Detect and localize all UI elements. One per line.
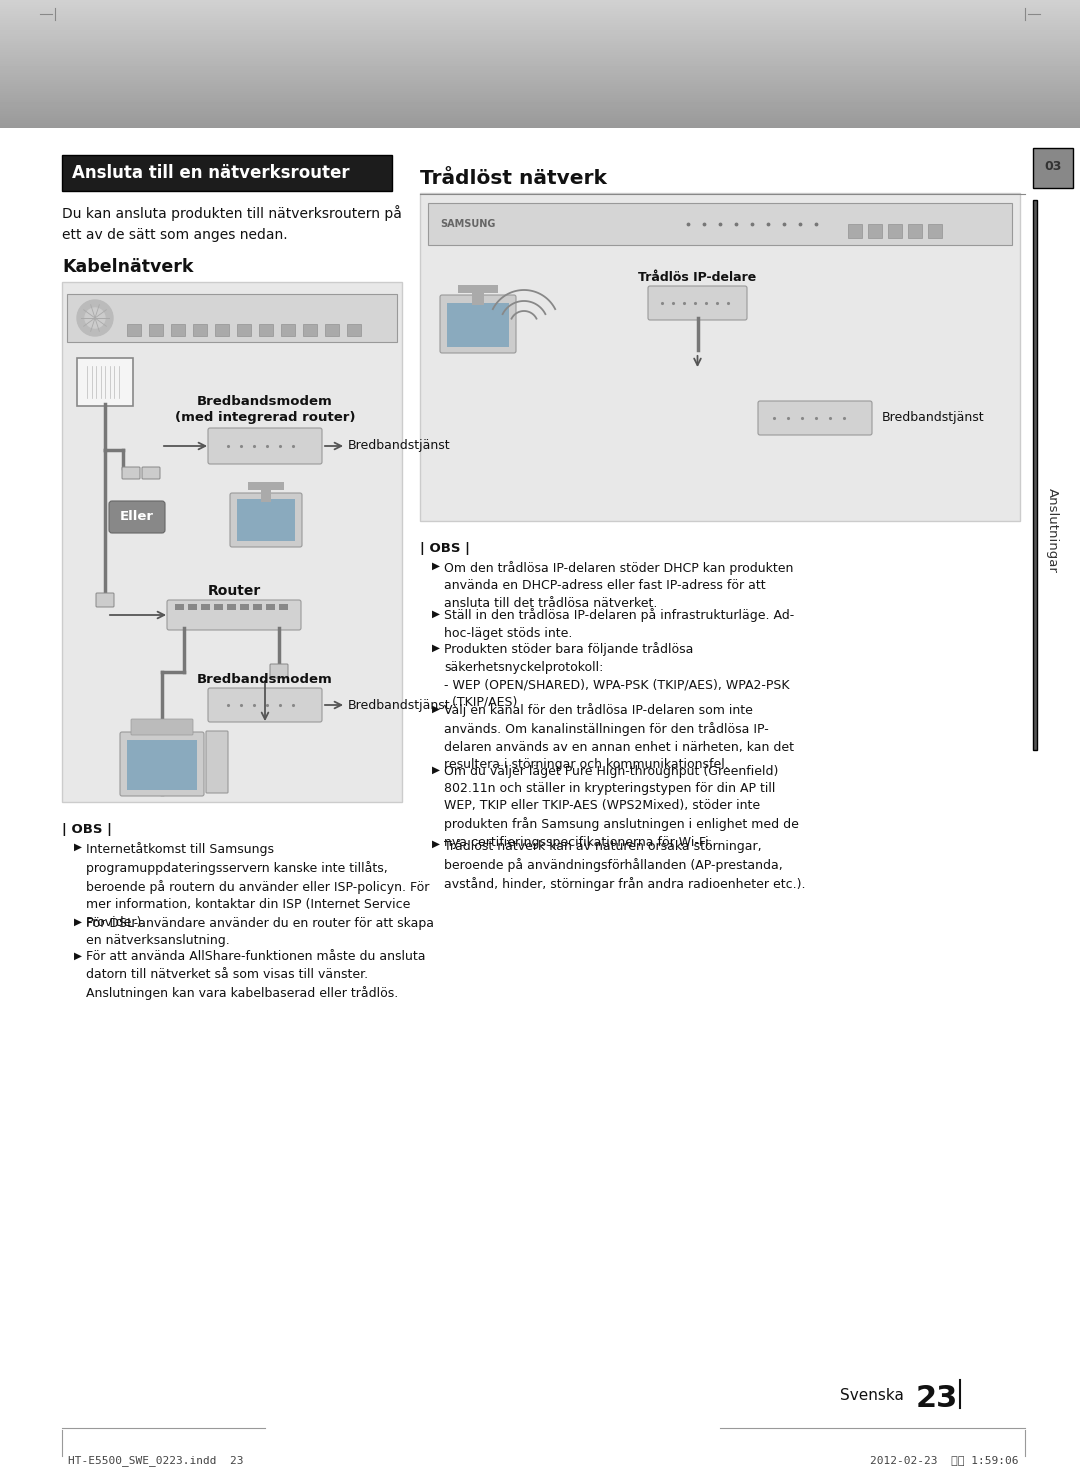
FancyBboxPatch shape bbox=[62, 155, 392, 191]
Text: ▶: ▶ bbox=[432, 704, 440, 713]
FancyBboxPatch shape bbox=[188, 603, 197, 609]
FancyBboxPatch shape bbox=[347, 324, 361, 336]
Text: Bredbandstjänst: Bredbandstjänst bbox=[348, 439, 450, 453]
Text: ▶: ▶ bbox=[432, 839, 440, 849]
Text: Kabelnätverk: Kabelnätverk bbox=[62, 257, 193, 277]
FancyBboxPatch shape bbox=[279, 603, 288, 609]
Text: Eller: Eller bbox=[120, 510, 154, 524]
Text: Du kan ansluta produkten till nätverksroutern på
ett av de sätt som anges nedan.: Du kan ansluta produkten till nätverksro… bbox=[62, 206, 402, 241]
Text: SAMSUNG: SAMSUNG bbox=[440, 219, 496, 229]
Text: HT-E5500_SWE_0223.indd  23: HT-E5500_SWE_0223.indd 23 bbox=[68, 1455, 243, 1466]
FancyBboxPatch shape bbox=[215, 324, 229, 336]
Text: Produkten stöder bara följande trådlösa
säkerhetsnyckelprotokoll:
- WEP (OPEN/SH: Produkten stöder bara följande trådlösa … bbox=[444, 642, 789, 708]
FancyBboxPatch shape bbox=[109, 501, 165, 532]
Text: 2012-02-23  오후 1:59:06: 2012-02-23 오후 1:59:06 bbox=[870, 1455, 1020, 1466]
FancyBboxPatch shape bbox=[237, 498, 295, 541]
FancyBboxPatch shape bbox=[171, 324, 185, 336]
FancyBboxPatch shape bbox=[1032, 148, 1074, 188]
Text: 23: 23 bbox=[916, 1384, 958, 1412]
Text: ▶: ▶ bbox=[75, 951, 82, 960]
Text: Trådlöst nätverk kan av naturen orsaka störningar,
beroende på användningsförhål: Trådlöst nätverk kan av naturen orsaka s… bbox=[444, 839, 806, 890]
FancyBboxPatch shape bbox=[325, 324, 339, 336]
FancyBboxPatch shape bbox=[167, 600, 301, 630]
FancyBboxPatch shape bbox=[206, 731, 228, 793]
FancyBboxPatch shape bbox=[67, 294, 397, 342]
FancyBboxPatch shape bbox=[270, 664, 288, 677]
FancyBboxPatch shape bbox=[281, 324, 295, 336]
Text: Ansluta till en nätverksrouter: Ansluta till en nätverksrouter bbox=[72, 164, 350, 182]
Text: Svenska: Svenska bbox=[840, 1387, 904, 1404]
FancyBboxPatch shape bbox=[848, 223, 862, 238]
Text: Bredbandstjänst: Bredbandstjänst bbox=[348, 698, 450, 711]
FancyBboxPatch shape bbox=[237, 324, 251, 336]
Text: ▶: ▶ bbox=[432, 561, 440, 571]
FancyBboxPatch shape bbox=[648, 285, 747, 319]
FancyBboxPatch shape bbox=[208, 688, 322, 722]
FancyBboxPatch shape bbox=[201, 603, 210, 609]
FancyBboxPatch shape bbox=[259, 324, 273, 336]
FancyBboxPatch shape bbox=[266, 603, 275, 609]
FancyBboxPatch shape bbox=[261, 484, 271, 501]
Text: För DSL-användare använder du en router för att skapa
en nätverksanslutning.: För DSL-användare använder du en router … bbox=[86, 917, 434, 947]
FancyBboxPatch shape bbox=[141, 467, 160, 479]
FancyBboxPatch shape bbox=[447, 303, 509, 348]
FancyBboxPatch shape bbox=[175, 603, 184, 609]
FancyBboxPatch shape bbox=[248, 482, 284, 490]
FancyBboxPatch shape bbox=[908, 223, 922, 238]
FancyBboxPatch shape bbox=[127, 324, 141, 336]
FancyBboxPatch shape bbox=[440, 294, 516, 353]
FancyBboxPatch shape bbox=[928, 223, 942, 238]
Text: ▶: ▶ bbox=[432, 765, 440, 775]
Text: ▶: ▶ bbox=[75, 917, 82, 926]
Text: Välj en kanal för den trådlösa IP-delaren som inte
används. Om kanalinställninge: Välj en kanal för den trådlösa IP-delare… bbox=[444, 704, 794, 772]
FancyBboxPatch shape bbox=[208, 427, 322, 464]
Text: Internetåtkomst till Samsungs
programuppdateringsservern kanske inte tillåts,
be: Internetåtkomst till Samsungs programupp… bbox=[86, 842, 430, 929]
FancyBboxPatch shape bbox=[131, 719, 193, 735]
FancyBboxPatch shape bbox=[62, 282, 402, 802]
FancyBboxPatch shape bbox=[120, 732, 204, 796]
Text: Router: Router bbox=[207, 584, 260, 598]
FancyBboxPatch shape bbox=[888, 223, 902, 238]
FancyBboxPatch shape bbox=[868, 223, 882, 238]
FancyBboxPatch shape bbox=[420, 192, 1020, 521]
FancyBboxPatch shape bbox=[303, 324, 318, 336]
Text: | OBS |: | OBS | bbox=[62, 822, 112, 836]
Text: Bredbandsmodem
(med integrerad router): Bredbandsmodem (med integrerad router) bbox=[175, 395, 355, 424]
Text: ▶: ▶ bbox=[75, 842, 82, 852]
Text: 03: 03 bbox=[1044, 160, 1062, 173]
Text: Bredbandsmodem: Bredbandsmodem bbox=[198, 673, 333, 686]
Text: Trådlös IP-delare: Trådlös IP-delare bbox=[638, 271, 757, 284]
FancyBboxPatch shape bbox=[458, 285, 498, 293]
FancyBboxPatch shape bbox=[193, 324, 207, 336]
FancyBboxPatch shape bbox=[428, 203, 1012, 246]
FancyBboxPatch shape bbox=[472, 287, 484, 305]
Text: För att använda AllShare-funktionen måste du ansluta
datorn till nätverket så so: För att använda AllShare-funktionen måst… bbox=[86, 951, 426, 1000]
FancyBboxPatch shape bbox=[214, 603, 222, 609]
FancyBboxPatch shape bbox=[227, 603, 237, 609]
Text: ▶: ▶ bbox=[432, 642, 440, 652]
Text: Bredbandstjänst: Bredbandstjänst bbox=[882, 411, 985, 424]
FancyBboxPatch shape bbox=[253, 603, 262, 609]
Text: Trådlöst nätverk: Trådlöst nätverk bbox=[420, 169, 607, 188]
Text: Om du väljer läget Pure High-throughput (Greenfield)
802.11n och ställer in kryp: Om du väljer läget Pure High-throughput … bbox=[444, 765, 799, 849]
FancyBboxPatch shape bbox=[96, 593, 114, 606]
FancyBboxPatch shape bbox=[230, 493, 302, 547]
Circle shape bbox=[77, 300, 113, 336]
FancyBboxPatch shape bbox=[240, 603, 249, 609]
FancyBboxPatch shape bbox=[758, 401, 872, 435]
Text: | OBS |: | OBS | bbox=[420, 541, 470, 555]
FancyBboxPatch shape bbox=[149, 324, 163, 336]
Text: ▶: ▶ bbox=[432, 608, 440, 618]
FancyBboxPatch shape bbox=[127, 740, 197, 790]
FancyBboxPatch shape bbox=[1032, 200, 1037, 750]
FancyBboxPatch shape bbox=[77, 358, 133, 407]
FancyBboxPatch shape bbox=[122, 467, 140, 479]
Circle shape bbox=[85, 308, 105, 328]
Text: Ställ in den trådlösa IP-delaren på infrastrukturläge. Ad-
hoc-läget stöds inte.: Ställ in den trådlösa IP-delaren på infr… bbox=[444, 608, 794, 640]
Text: Anslutningar: Anslutningar bbox=[1045, 488, 1058, 572]
Text: Om den trådlösa IP-delaren stöder DHCP kan produkten
använda en DHCP-adress elle: Om den trådlösa IP-delaren stöder DHCP k… bbox=[444, 561, 794, 609]
